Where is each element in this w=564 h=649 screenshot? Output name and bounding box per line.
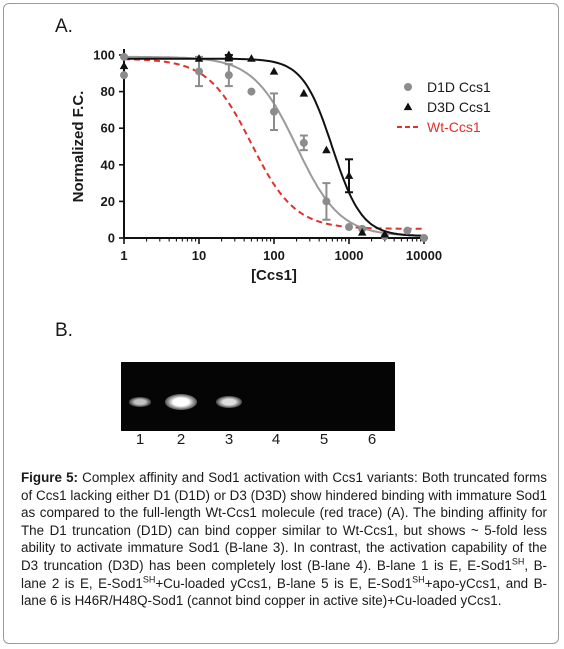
- d3d-data-point: [194, 54, 204, 62]
- gel-lane-number: 2: [176, 431, 186, 448]
- d3d-data-point: [224, 50, 234, 59]
- gel-band: [215, 395, 243, 409]
- d1d-data-point: [299, 138, 308, 147]
- y-tick-label: 40: [101, 157, 115, 172]
- d1d-data-point: [403, 226, 412, 235]
- d3d-data-point: [322, 145, 331, 154]
- y-tick-label: 20: [101, 194, 115, 209]
- gel-band: [128, 397, 152, 407]
- d1d-data-point: [247, 87, 256, 96]
- y-tick-label: 0: [108, 231, 115, 246]
- d1d-data-point: [420, 234, 428, 242]
- d1d-data-point: [120, 52, 128, 61]
- d3d-data-point: [344, 171, 354, 179]
- gel-lane-number: 5: [319, 431, 329, 448]
- legend-d3d-marker: [403, 102, 413, 111]
- wt-ccs1-fit-curve: [123, 58, 424, 230]
- caption-text-4: +apo-yCcs1, and B-lane 6 is H46R/H48Q-So…: [21, 575, 548, 609]
- gel-band: [165, 394, 197, 410]
- d1d-data-point: [120, 71, 128, 80]
- figure-caption: Figure 5: Complex affinity and Sod1 acti…: [21, 469, 547, 610]
- y-tick-label: 60: [101, 121, 115, 136]
- panel-a-label: A.: [55, 16, 73, 37]
- y-tick-label: 100: [93, 48, 115, 63]
- legend-wt-label: Wt-Ccs1: [427, 119, 481, 135]
- caption-sup-3: SH: [412, 574, 425, 585]
- d3d-data-point: [380, 229, 390, 238]
- binding-curve-chart: 0 20 40 60 80 100 1 10 100 1000 10000 [Ccs1] Normali…: [70, 48, 491, 285]
- x-tick-label: 1: [120, 248, 127, 263]
- d1d-data-point: [345, 223, 353, 232]
- caption-text-3: +Cu-loaded yCcs1, B-lane 5 is E, E-Sod1: [155, 575, 413, 591]
- gel-lane-number: 4: [271, 431, 281, 448]
- caption-text-2: , B-lane 2 is E, E-Sod1: [21, 557, 547, 591]
- figure-frame: [3, 3, 559, 644]
- d1d-data-point: [322, 197, 331, 206]
- d1d-fit-curve: [124, 55, 425, 237]
- d1d-data-point: [270, 107, 278, 116]
- gel-image: [121, 362, 395, 431]
- x-tick-label: 1000: [335, 248, 364, 263]
- x-axis-label: [Ccs1]: [251, 267, 297, 284]
- d1d-data-point: [224, 71, 233, 80]
- gel-lane-number: 6: [367, 431, 377, 448]
- d3d-data-point: [357, 228, 367, 236]
- x-tick-label: 100: [263, 248, 285, 263]
- caption-label: Figure 5:: [21, 470, 78, 485]
- caption-text-1: Complex affinity and Sod1 activation wit…: [21, 470, 547, 573]
- legend-d1d-marker: [404, 83, 412, 91]
- gel-lane-number: 1: [135, 431, 145, 448]
- x-tick-label: 10: [192, 248, 206, 263]
- y-tick-label: 80: [101, 84, 115, 99]
- legend-d1d-label: D1D Ccs1: [427, 79, 491, 95]
- legend-d3d-label: D3D Ccs1: [427, 99, 491, 115]
- d3d-data-point: [247, 54, 256, 62]
- y-axis-label: Normalized F.C.: [70, 91, 87, 203]
- d3d-data-point: [269, 66, 279, 75]
- caption-sup-2: SH: [142, 574, 156, 585]
- d3d-fit-curve: [124, 57, 424, 237]
- panel-b-label: B.: [55, 320, 73, 341]
- d3d-data-point: [119, 61, 129, 70]
- d3d-data-point: [299, 88, 309, 97]
- d1d-data-point: [195, 67, 203, 76]
- gel-lane-number: 3: [224, 431, 234, 448]
- x-tick-label: 10000: [406, 248, 442, 263]
- caption-sup-1: SH: [511, 556, 525, 567]
